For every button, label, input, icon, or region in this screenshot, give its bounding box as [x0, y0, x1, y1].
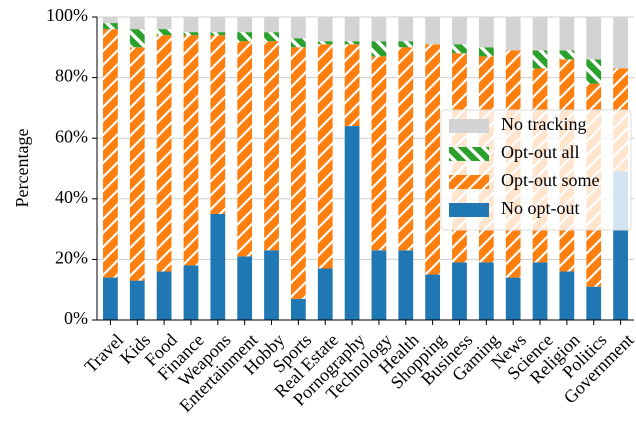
y-tick-label: 80%	[55, 66, 88, 86]
bar-segment	[371, 41, 387, 57]
bar-segment	[586, 286, 602, 320]
bar-segment	[290, 17, 306, 39]
bar-segment	[398, 47, 414, 251]
bar-segment	[398, 41, 414, 48]
bar-segment	[371, 17, 387, 42]
legend-label: Opt-out all	[501, 142, 580, 162]
bar-segment	[317, 268, 333, 320]
bar-segment	[183, 35, 199, 266]
bar-segment	[613, 17, 628, 69]
bar-segment	[129, 280, 145, 320]
bar-segment	[237, 41, 253, 257]
bar-segment	[103, 277, 118, 320]
bar-segment	[398, 17, 414, 42]
bar-segment	[452, 17, 467, 45]
bar-segment	[264, 17, 279, 33]
bar-segment	[452, 44, 467, 54]
legend-label: No opt-out	[501, 198, 580, 218]
bar-segment	[156, 35, 172, 272]
bar-segment	[290, 298, 306, 320]
bar-segment	[371, 56, 387, 251]
bar-segment	[183, 32, 199, 36]
bar-segment	[371, 250, 387, 320]
bar-segment	[237, 32, 253, 42]
legend-label: Opt-out some	[501, 170, 600, 190]
bar-segment	[129, 29, 145, 48]
y-tick-label: 60%	[55, 126, 88, 146]
bar-segment	[290, 38, 306, 48]
bar-segment	[478, 17, 494, 48]
bar-segment	[344, 126, 360, 320]
bar-segment	[156, 271, 172, 320]
bar-segment	[156, 17, 172, 30]
legend-swatch	[449, 147, 489, 161]
bar-segment	[425, 274, 441, 320]
bar-segment	[210, 213, 226, 320]
bar-segment	[505, 277, 521, 320]
bar-segment	[103, 29, 118, 278]
bar-segment	[532, 262, 548, 320]
bar-segment	[237, 256, 253, 320]
legend-swatch	[449, 175, 489, 189]
bar-segment	[210, 17, 226, 33]
bar-segment	[452, 262, 467, 320]
bar-segment	[559, 271, 575, 320]
bar-segment	[290, 47, 306, 299]
bar-segment	[129, 17, 145, 30]
bar-segment	[559, 17, 575, 51]
bar-segment	[559, 50, 575, 60]
bar-segment	[264, 32, 279, 42]
y-axis-label: Percentage	[12, 129, 32, 208]
bar-segment	[156, 29, 172, 36]
bar-segment	[317, 44, 333, 269]
bar-segment	[398, 250, 414, 320]
bar-segment	[586, 59, 602, 84]
bar-segment	[237, 17, 253, 33]
bar-segment	[129, 47, 145, 281]
bar-segment	[103, 17, 118, 24]
bar-segment	[210, 35, 226, 214]
bar-segment	[478, 262, 494, 320]
bar-segment	[586, 17, 602, 60]
bar-segment	[532, 17, 548, 51]
legend-swatch	[449, 119, 489, 133]
bar-segment	[478, 47, 494, 57]
legend-swatch	[449, 203, 489, 217]
bar-segment	[532, 50, 548, 69]
y-tick-label: 0%	[64, 308, 88, 328]
bar-segment	[183, 265, 199, 320]
y-tick-label: 100%	[46, 5, 88, 25]
bar-segment	[344, 44, 360, 127]
bar-segment	[103, 23, 118, 30]
bar-segment	[425, 44, 441, 275]
y-tick-label: 20%	[55, 248, 88, 268]
bar-segment	[317, 41, 333, 45]
bar-segment	[210, 32, 226, 36]
y-tick-label: 40%	[55, 187, 88, 207]
bar-segment	[264, 250, 279, 320]
bar-segment	[425, 17, 441, 45]
bar-segment	[344, 17, 360, 42]
bar-segment	[317, 17, 333, 42]
bar-segment	[264, 41, 279, 251]
bar-segment	[183, 17, 199, 33]
legend-label: No tracking	[501, 114, 586, 134]
bar-segment	[344, 41, 360, 45]
legend-box	[440, 109, 632, 231]
bar-segment	[505, 17, 521, 51]
